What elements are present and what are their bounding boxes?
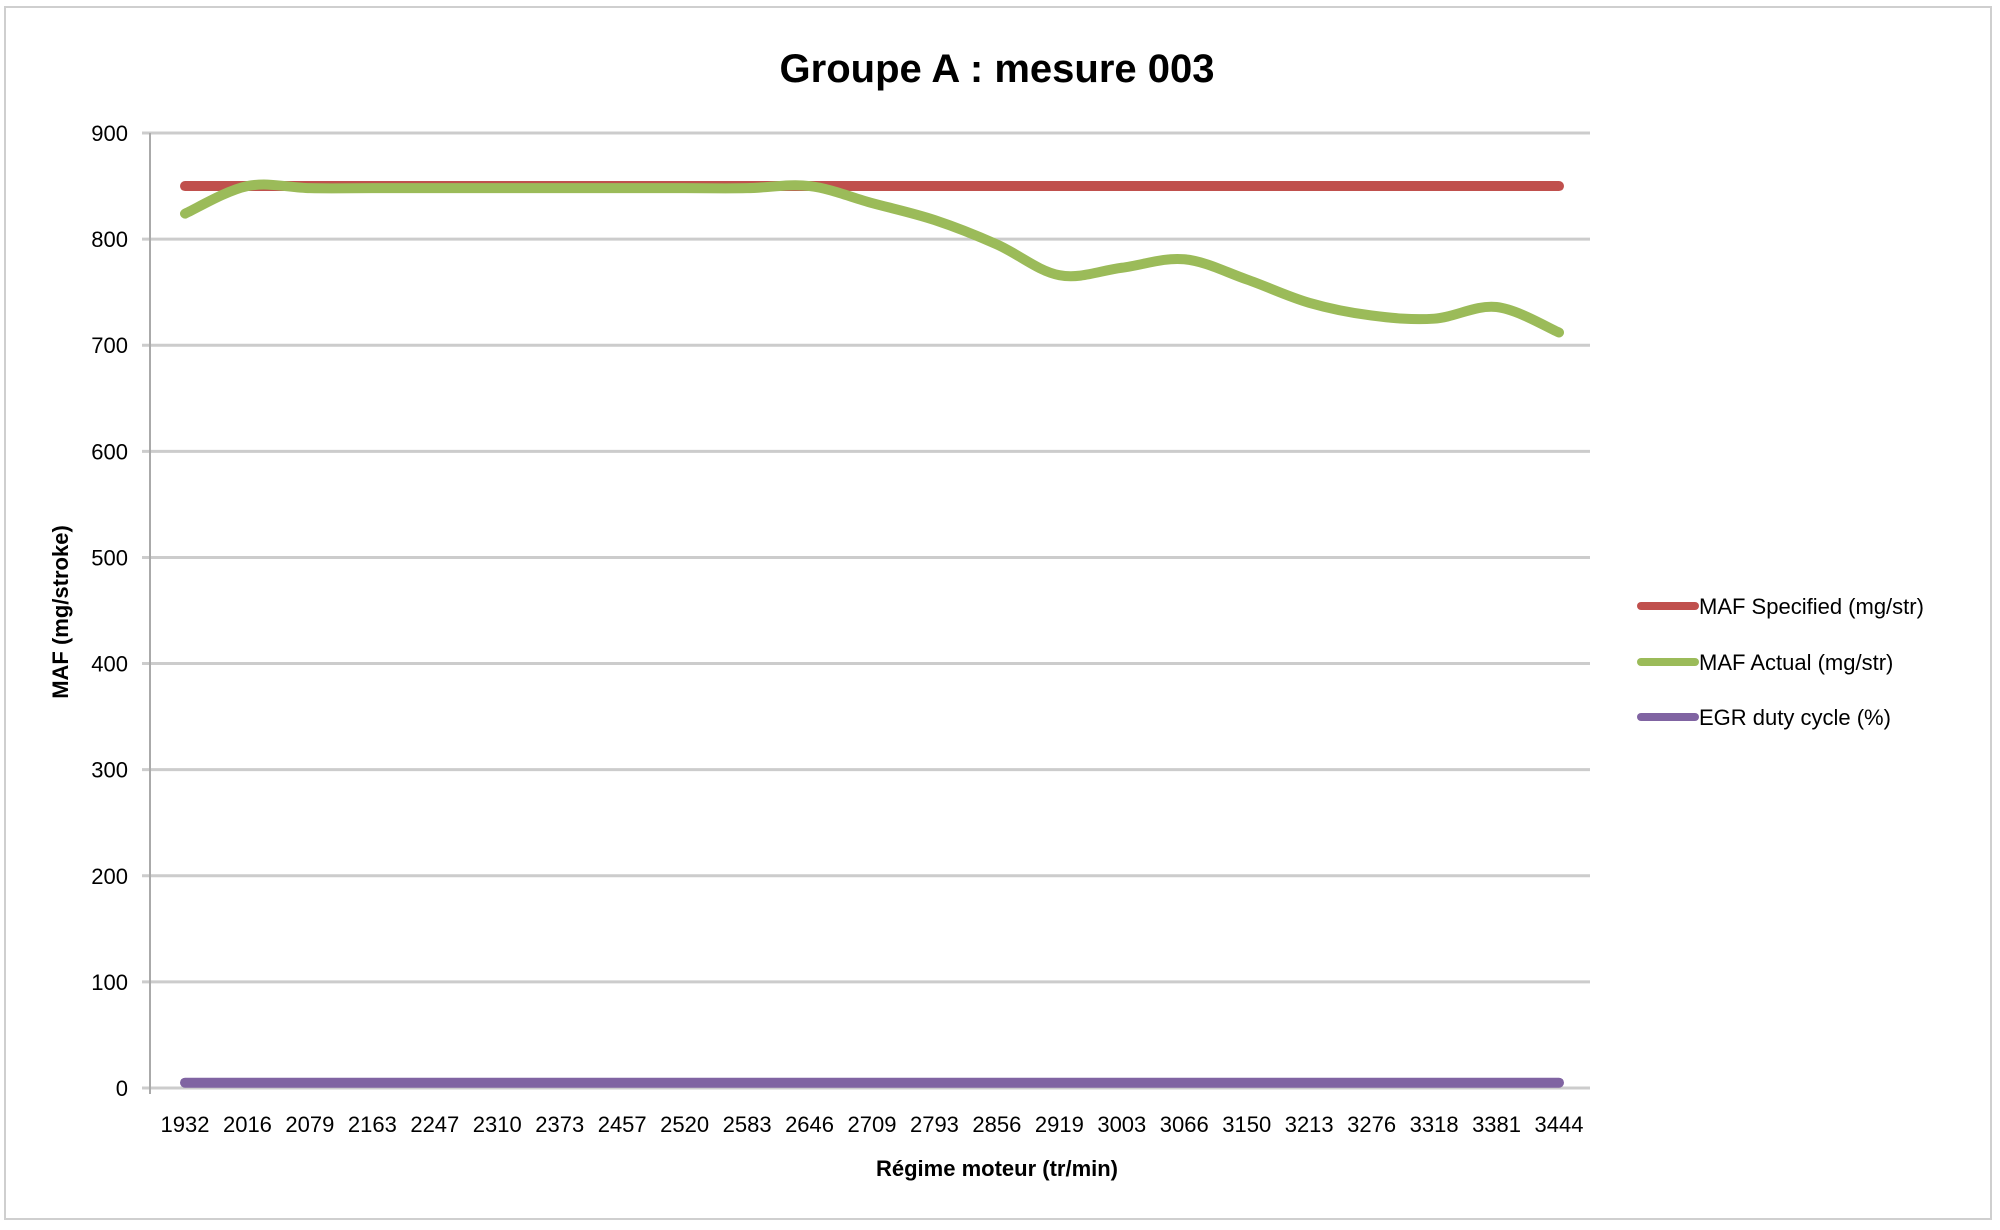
y-tick-label: 100 bbox=[91, 970, 128, 995]
y-tick-label: 700 bbox=[91, 333, 128, 358]
x-tick-label: 3150 bbox=[1222, 1112, 1271, 1137]
x-tick-label: 3213 bbox=[1285, 1112, 1334, 1137]
x-tick-label: 3276 bbox=[1347, 1112, 1396, 1137]
x-tick-label: 2079 bbox=[285, 1112, 334, 1137]
y-tick-label: 600 bbox=[91, 439, 128, 464]
legend-label: MAF Actual (mg/str) bbox=[1699, 650, 1893, 675]
y-axis-label: MAF (mg/stroke) bbox=[48, 525, 73, 699]
series-line-maf-actual-mg-str bbox=[180, 179, 1564, 338]
x-tick-label: 2646 bbox=[785, 1112, 834, 1137]
legend-label: MAF Specified (mg/str) bbox=[1699, 594, 1924, 619]
x-axis-label: Régime moteur (tr/min) bbox=[876, 1156, 1118, 1181]
y-tick-label: 300 bbox=[91, 758, 128, 783]
x-tick-label: 2373 bbox=[535, 1112, 584, 1137]
x-tick-label: 2793 bbox=[910, 1112, 959, 1137]
x-tick-label: 3444 bbox=[1535, 1112, 1584, 1137]
x-tick-label: 2919 bbox=[1035, 1112, 1084, 1137]
x-tick-label: 1932 bbox=[161, 1112, 210, 1137]
x-tick-label: 2709 bbox=[848, 1112, 897, 1137]
x-tick-label: 2856 bbox=[972, 1112, 1021, 1137]
x-tick-label: 2310 bbox=[473, 1112, 522, 1137]
x-tick-label: 3066 bbox=[1160, 1112, 1209, 1137]
x-tick-label: 2457 bbox=[598, 1112, 647, 1137]
chart-frame bbox=[4, 6, 1992, 1220]
x-tick-label: 3318 bbox=[1410, 1112, 1459, 1137]
x-tick-label: 2016 bbox=[223, 1112, 272, 1137]
x-tick-label: 3003 bbox=[1097, 1112, 1146, 1137]
y-tick-label: 500 bbox=[91, 545, 128, 570]
x-tick-label: 2583 bbox=[723, 1112, 772, 1137]
y-tick-label: 0 bbox=[116, 1076, 128, 1101]
x-tick-label: 2520 bbox=[660, 1112, 709, 1137]
y-tick-label: 200 bbox=[91, 864, 128, 889]
chart-title: Groupe A : mesure 003 bbox=[780, 47, 1215, 91]
y-tick-label: 400 bbox=[91, 652, 128, 677]
legend-label: EGR duty cycle (%) bbox=[1699, 705, 1891, 730]
y-tick-label: 800 bbox=[91, 227, 128, 252]
y-tick-label: 900 bbox=[91, 121, 128, 146]
x-tick-label: 2163 bbox=[348, 1112, 397, 1137]
x-tick-label: 2247 bbox=[410, 1112, 459, 1137]
x-tick-label: 3381 bbox=[1472, 1112, 1521, 1137]
